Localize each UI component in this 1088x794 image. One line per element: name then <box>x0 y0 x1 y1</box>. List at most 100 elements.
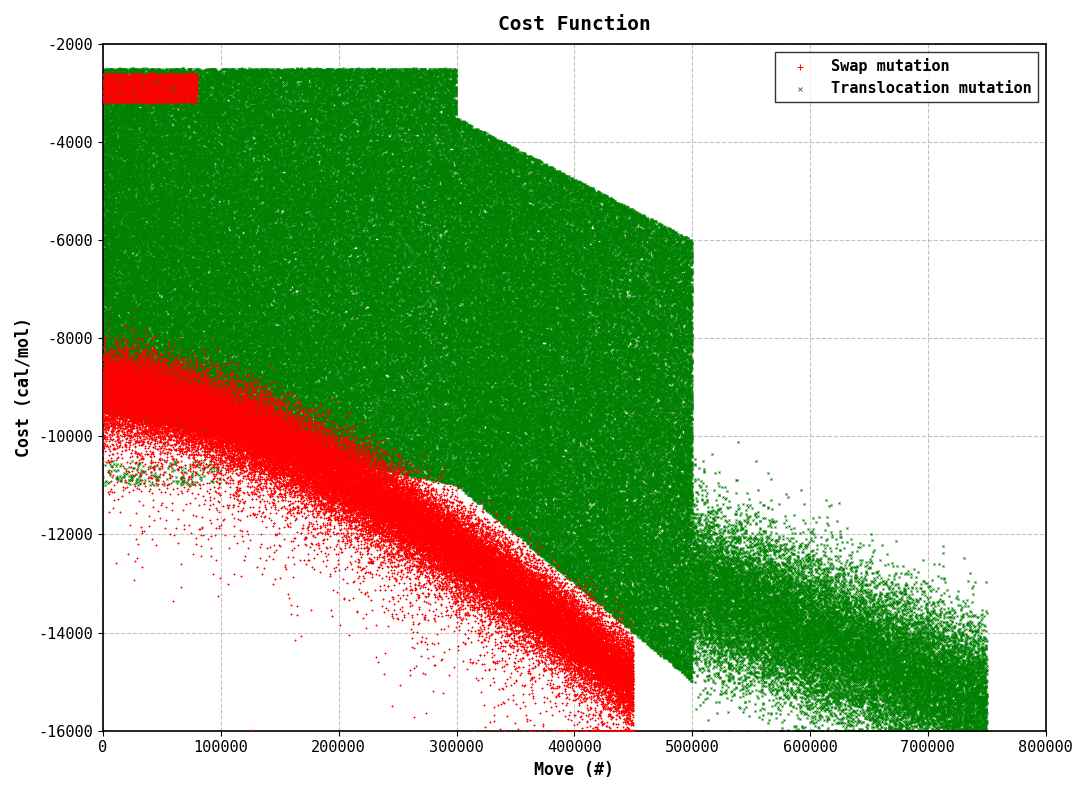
Swap mutation <box>174 69 191 82</box>
Translocation mutation <box>594 339 611 352</box>
Translocation mutation <box>864 606 881 619</box>
Swap mutation <box>106 413 123 426</box>
Translocation mutation <box>491 323 508 336</box>
Translocation mutation <box>545 299 562 312</box>
Translocation mutation <box>242 140 259 152</box>
Translocation mutation <box>662 623 679 636</box>
Translocation mutation <box>221 93 238 106</box>
Translocation mutation <box>632 447 650 460</box>
Translocation mutation <box>510 462 528 475</box>
Translocation mutation <box>290 379 308 391</box>
Translocation mutation <box>119 391 136 403</box>
Translocation mutation <box>397 330 415 343</box>
Translocation mutation <box>405 241 422 254</box>
Translocation mutation <box>843 671 861 684</box>
Translocation mutation <box>106 120 123 133</box>
Translocation mutation <box>562 361 580 374</box>
Swap mutation <box>228 537 246 549</box>
Translocation mutation <box>190 372 208 385</box>
Swap mutation <box>596 669 614 681</box>
Translocation mutation <box>539 303 556 315</box>
Translocation mutation <box>429 141 446 153</box>
Translocation mutation <box>675 335 692 348</box>
Swap mutation <box>145 418 162 430</box>
Swap mutation <box>523 618 541 630</box>
Translocation mutation <box>268 183 285 195</box>
Swap mutation <box>482 546 499 559</box>
Translocation mutation <box>532 191 549 204</box>
Translocation mutation <box>593 526 610 538</box>
Translocation mutation <box>798 653 815 665</box>
Translocation mutation <box>309 413 326 426</box>
Translocation mutation <box>188 393 206 406</box>
Translocation mutation <box>435 425 453 437</box>
Swap mutation <box>428 538 445 550</box>
Translocation mutation <box>555 504 572 517</box>
Translocation mutation <box>918 696 936 708</box>
Swap mutation <box>295 453 312 465</box>
Translocation mutation <box>539 434 556 446</box>
Translocation mutation <box>605 590 622 603</box>
Translocation mutation <box>677 277 694 290</box>
Translocation mutation <box>264 219 282 232</box>
Swap mutation <box>506 608 523 621</box>
Translocation mutation <box>265 171 283 183</box>
Translocation mutation <box>708 596 726 608</box>
Swap mutation <box>606 653 623 666</box>
Swap mutation <box>411 515 429 528</box>
Swap mutation <box>207 394 224 407</box>
Translocation mutation <box>165 250 183 263</box>
Translocation mutation <box>337 405 355 418</box>
Translocation mutation <box>431 160 448 173</box>
Translocation mutation <box>129 199 147 212</box>
Swap mutation <box>581 684 598 696</box>
Translocation mutation <box>526 276 543 288</box>
Translocation mutation <box>145 276 162 289</box>
Swap mutation <box>447 565 465 577</box>
Translocation mutation <box>159 372 176 384</box>
Translocation mutation <box>692 534 709 547</box>
Translocation mutation <box>220 204 237 217</box>
Translocation mutation <box>588 241 605 253</box>
Translocation mutation <box>904 724 922 737</box>
Translocation mutation <box>664 267 681 279</box>
Swap mutation <box>147 86 164 98</box>
Swap mutation <box>205 387 222 400</box>
Swap mutation <box>301 476 319 489</box>
Translocation mutation <box>503 410 520 422</box>
Translocation mutation <box>382 100 399 113</box>
Translocation mutation <box>907 673 925 686</box>
Translocation mutation <box>607 464 625 477</box>
Translocation mutation <box>234 169 251 182</box>
Translocation mutation <box>611 483 629 495</box>
Translocation mutation <box>263 202 281 214</box>
Translocation mutation <box>320 347 337 360</box>
Swap mutation <box>399 507 417 520</box>
Swap mutation <box>201 426 219 439</box>
Translocation mutation <box>311 79 329 91</box>
Translocation mutation <box>354 425 371 437</box>
Translocation mutation <box>283 187 300 199</box>
Translocation mutation <box>883 557 901 569</box>
Swap mutation <box>221 490 238 503</box>
Translocation mutation <box>658 266 676 279</box>
Translocation mutation <box>549 265 567 278</box>
Translocation mutation <box>375 148 393 160</box>
Swap mutation <box>412 514 430 526</box>
Translocation mutation <box>764 572 781 584</box>
Swap mutation <box>508 561 526 573</box>
Swap mutation <box>286 634 304 646</box>
Translocation mutation <box>286 123 304 136</box>
Swap mutation <box>239 442 257 455</box>
Translocation mutation <box>670 245 688 258</box>
Translocation mutation <box>318 154 335 167</box>
Swap mutation <box>514 661 531 673</box>
Translocation mutation <box>219 335 236 348</box>
Translocation mutation <box>269 256 286 269</box>
Translocation mutation <box>453 283 470 296</box>
Swap mutation <box>271 464 288 476</box>
Translocation mutation <box>178 73 196 86</box>
Translocation mutation <box>701 580 718 593</box>
Translocation mutation <box>682 444 700 457</box>
Translocation mutation <box>491 509 508 522</box>
